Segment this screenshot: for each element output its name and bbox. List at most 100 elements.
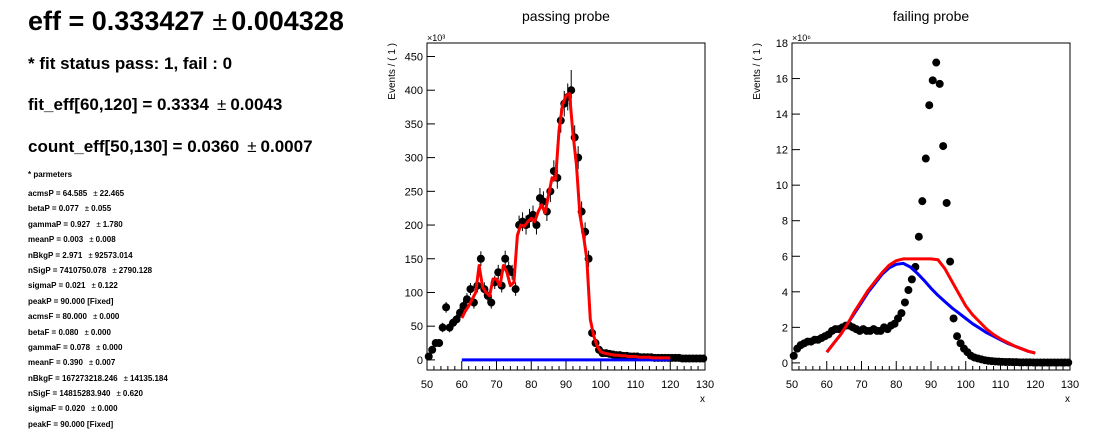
plus-minus-symbol: ±	[216, 95, 227, 114]
plus-minus-symbol: ±	[92, 312, 98, 322]
parameter-error: 0.055	[91, 204, 112, 214]
y-tick-label: 16	[776, 74, 788, 86]
plus-minus-symbol: ±	[247, 137, 257, 156]
y-tick-label: 14	[776, 109, 788, 121]
data-point	[914, 232, 923, 241]
data-point	[487, 298, 496, 307]
data-point	[699, 354, 708, 363]
x-tick-label: 80	[890, 379, 902, 391]
parameter-value: gammaP = 0.927	[28, 219, 91, 229]
data-point	[789, 351, 798, 360]
data-point	[946, 257, 955, 266]
data-point	[442, 303, 451, 312]
parameter-row: sigmaP = 0.021 ±0.122	[28, 278, 168, 293]
y-tick-label: 100	[405, 287, 423, 299]
failing-probe-chart: failing probe 50 60 70 80 90 100 110 120 130 0 2 4 6 8…	[752, 8, 1079, 405]
y-axis-label: Events / ( 1 )	[387, 43, 398, 100]
y-exponent-label: ×10³	[427, 33, 445, 43]
eff-value: eff = 0.333427	[28, 6, 205, 36]
parameter-value: meanF = 0.390	[28, 358, 83, 368]
x-tick-label: 70	[490, 379, 502, 391]
parameter-row: nSigF = 14815283.940 ±0.620	[28, 386, 168, 401]
parameter-error: 0.000	[99, 312, 120, 322]
parameters-list: acmsP = 64.585 ±22.465 betaP = 0.077 ±0.055…	[28, 186, 168, 432]
y-tick-label: 200	[405, 220, 423, 232]
plot-frame	[426, 42, 706, 371]
parameters-title: * parmeters	[28, 170, 73, 179]
data-point	[939, 142, 948, 151]
data-point	[1064, 358, 1073, 367]
parameter-value: sigmaP = 0.021	[28, 281, 86, 291]
parameter-error: 0.122	[97, 281, 118, 291]
parameter-row: meanF = 0.390 ±0.007	[28, 355, 168, 370]
plus-minus-symbol: ±	[84, 327, 89, 337]
parameter-value: peakF = 90.000 [Fixed]	[28, 419, 114, 429]
x-tick-label: 110	[627, 379, 645, 391]
data-point	[452, 315, 461, 324]
plot-frame	[791, 42, 1071, 371]
count-efficiency: count_eff[50,130] = 0.0360 ±0.0007	[28, 137, 313, 157]
parameter-error: 0.008	[95, 235, 116, 245]
eff-error: 0.004328	[231, 6, 344, 36]
data-point	[921, 154, 930, 163]
parameter-error: 0.620	[122, 389, 143, 399]
plus-minus-symbol: ±	[88, 250, 93, 260]
parameter-row: nBkgP = 2.971 ±92573.014	[28, 248, 168, 263]
data-point	[459, 301, 468, 310]
parameter-row: sigmaF = 0.020 ±0.000	[28, 401, 168, 416]
total-fit-line	[825, 257, 1036, 355]
x-axis-label: x	[1065, 394, 1070, 405]
efficiency-result: eff = 0.333427 ±0.004328	[28, 6, 344, 37]
parameter-value: gammaF = 0.078	[28, 342, 91, 352]
y-tick-label: 300	[405, 153, 423, 165]
plus-minus-symbol: ±	[123, 373, 129, 383]
plus-minus-symbol: ±	[212, 6, 228, 36]
x-tick-label: 130	[1061, 379, 1079, 391]
parameter-row: peakF = 90.000 [Fixed]	[28, 417, 168, 432]
parameter-row: betaP = 0.077 ±0.055	[28, 201, 168, 216]
parameter-row: nSigP = 7410750.078 ±2790.128	[28, 263, 168, 278]
parameter-value: meanP = 0.003	[28, 235, 84, 245]
parameter-error: 0.000	[102, 342, 123, 352]
parameter-value: nBkgP = 2.971	[28, 250, 83, 260]
plus-minus-symbol: ±	[93, 189, 98, 198]
data-point	[942, 198, 951, 207]
plus-minus-symbol: ±	[96, 342, 101, 352]
y-tick-label: 250	[405, 186, 423, 198]
data-point	[953, 332, 962, 341]
data-point	[424, 352, 433, 361]
x-tick-label: 50	[786, 379, 798, 391]
parameter-error: 2790.128	[118, 265, 153, 275]
y-tick-label: 50	[411, 321, 423, 333]
data-point	[949, 314, 958, 323]
x-tick-label: 80	[525, 379, 537, 391]
parameter-value: nSigP = 7410750.078	[28, 265, 107, 275]
y-tick-label: 0	[417, 355, 423, 367]
x-tick-label: 60	[456, 379, 468, 391]
plus-minus-symbol: ±	[88, 358, 94, 368]
parameter-error: 92573.014	[94, 250, 133, 260]
data-point	[897, 309, 906, 318]
chart-title: passing probe	[522, 8, 610, 24]
plus-minus-symbol: ±	[112, 265, 117, 275]
y-axis-label: Events / ( 1 )	[752, 43, 763, 100]
parameter-error: 22.465	[99, 189, 125, 198]
parameter-row: meanP = 0.003 ±0.008	[28, 232, 168, 247]
plus-minus-symbol: ±	[89, 235, 94, 245]
chart-title: failing probe	[893, 8, 969, 24]
y-tick-label: 12	[776, 145, 788, 157]
data-point	[466, 285, 475, 294]
y-tick-label: 8	[782, 216, 788, 228]
x-tick-label: 90	[560, 379, 572, 391]
x-tick-label: 110	[992, 379, 1010, 391]
y-tick-label: 0	[782, 358, 788, 370]
x-tick-label: 120	[1026, 379, 1044, 391]
parameter-error: 1.780	[102, 219, 123, 229]
data-point	[494, 268, 503, 277]
parameter-value: acmsF = 80.000	[28, 312, 87, 322]
y-exponent-label: ×10⁶	[792, 33, 811, 43]
data-point	[907, 275, 916, 284]
x-tick-label: 60	[821, 379, 833, 391]
data-point	[476, 254, 485, 263]
data-point	[904, 286, 913, 295]
